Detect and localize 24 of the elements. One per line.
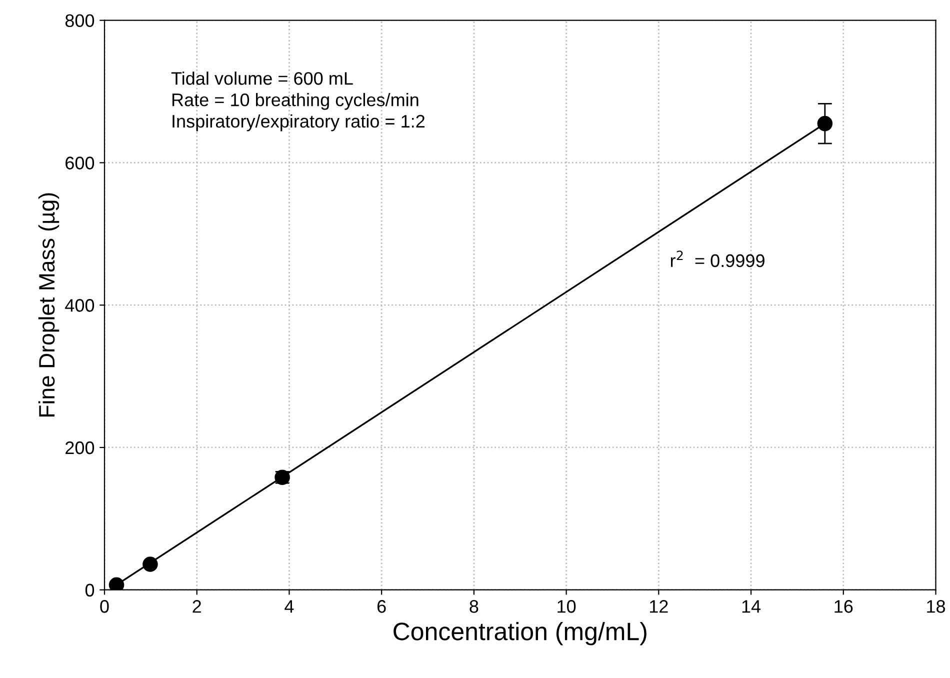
point bbox=[142, 556, 158, 572]
x-tick-label: 6 bbox=[377, 600, 386, 613]
point bbox=[817, 116, 833, 132]
annotation: Rate = 10 breathing cycles/min bbox=[172, 93, 418, 110]
y-tick-label: 600 bbox=[66, 156, 94, 170]
annotation: Inspiratory/expiratory ratio = 1:2 bbox=[172, 114, 424, 132]
y-tick-label: 200 bbox=[66, 441, 94, 454]
x-tick-label: 16 bbox=[834, 600, 853, 613]
annotation: Tidal volume = 600 mL bbox=[171, 72, 353, 85]
y-tick-label: 0 bbox=[85, 584, 94, 597]
y-tick-label: 400 bbox=[65, 299, 94, 312]
annotation: r$^{2}$ = 0.9999 bbox=[670, 250, 764, 268]
point bbox=[108, 577, 124, 590]
x-tick-label: 4 bbox=[284, 600, 294, 613]
x-tick-label: 8 bbox=[470, 600, 478, 613]
x-tick-label: 10 bbox=[558, 600, 576, 613]
x-axis-title: Concentration (mg/mL) bbox=[394, 622, 646, 646]
y-tick-label: 800 bbox=[65, 14, 94, 28]
x-tick-label: 14 bbox=[742, 600, 761, 613]
x-tick-label: 2 bbox=[192, 600, 201, 613]
y-axis-title: Fine Droplet Mass (µg) bbox=[38, 193, 60, 416]
x-tick-label: 18 bbox=[927, 600, 946, 613]
x-tick-label: 12 bbox=[650, 600, 668, 613]
x-tick-label: 0 bbox=[100, 600, 109, 613]
